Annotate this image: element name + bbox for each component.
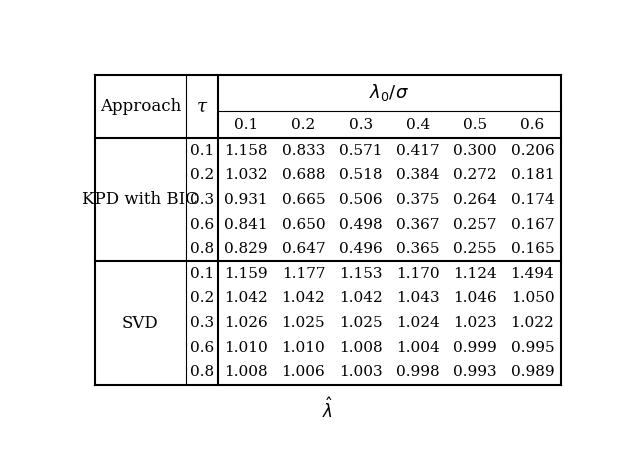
Text: $\lambda_0/\sigma$: $\lambda_0/\sigma$	[369, 82, 409, 103]
Text: 1.026: 1.026	[224, 316, 268, 330]
Text: 0.995: 0.995	[511, 341, 554, 355]
Text: 0.833: 0.833	[282, 144, 325, 158]
Text: 0.2: 0.2	[189, 168, 214, 183]
Text: 0.6: 0.6	[189, 341, 214, 355]
Text: KPD with BIC: KPD with BIC	[83, 192, 198, 209]
Text: 1.043: 1.043	[396, 291, 440, 306]
Text: 0.1: 0.1	[189, 144, 214, 158]
Text: τ: τ	[196, 98, 207, 116]
Text: 1.153: 1.153	[339, 267, 383, 281]
Text: 1.494: 1.494	[511, 267, 554, 281]
Text: 0.647: 0.647	[282, 242, 325, 256]
Text: 0.264: 0.264	[453, 193, 497, 207]
Text: 0.841: 0.841	[225, 218, 268, 232]
Text: 0.8: 0.8	[189, 242, 214, 256]
Text: 0.571: 0.571	[339, 144, 383, 158]
Text: SVD: SVD	[122, 315, 159, 332]
Text: 0.496: 0.496	[339, 242, 383, 256]
Text: 0.174: 0.174	[511, 193, 554, 207]
Text: 1.124: 1.124	[453, 267, 497, 281]
Text: 1.008: 1.008	[225, 365, 268, 379]
Text: 1.003: 1.003	[339, 365, 383, 379]
Text: 0.829: 0.829	[225, 242, 268, 256]
Text: 0.417: 0.417	[396, 144, 440, 158]
Text: 0.8: 0.8	[189, 365, 214, 379]
Text: 0.367: 0.367	[396, 218, 440, 232]
Text: 0.931: 0.931	[225, 193, 268, 207]
Text: 1.008: 1.008	[339, 341, 383, 355]
Text: 1.177: 1.177	[282, 267, 325, 281]
Text: Approach: Approach	[100, 98, 181, 115]
Text: 1.050: 1.050	[511, 291, 554, 306]
Text: 1.032: 1.032	[225, 168, 268, 183]
Text: 1.022: 1.022	[511, 316, 554, 330]
Text: 0.165: 0.165	[511, 242, 554, 256]
Text: 0.3: 0.3	[189, 316, 214, 330]
Text: 0.650: 0.650	[282, 218, 325, 232]
Text: 0.255: 0.255	[454, 242, 497, 256]
Text: 0.2: 0.2	[291, 117, 316, 131]
Text: 1.042: 1.042	[282, 291, 325, 306]
Text: 0.384: 0.384	[396, 168, 440, 183]
Text: 0.989: 0.989	[511, 365, 554, 379]
Text: 0.665: 0.665	[282, 193, 325, 207]
Text: 0.181: 0.181	[511, 168, 554, 183]
Text: 0.999: 0.999	[453, 341, 497, 355]
Text: 1.158: 1.158	[225, 144, 268, 158]
Text: 1.042: 1.042	[339, 291, 383, 306]
Text: 0.498: 0.498	[339, 218, 383, 232]
Text: 0.375: 0.375	[396, 193, 440, 207]
Text: 0.506: 0.506	[339, 193, 383, 207]
Text: 0.3: 0.3	[189, 193, 214, 207]
Text: 0.4: 0.4	[406, 117, 430, 131]
Text: 0.3: 0.3	[349, 117, 372, 131]
Text: 0.2: 0.2	[189, 291, 214, 306]
Text: 0.257: 0.257	[454, 218, 497, 232]
Text: 1.159: 1.159	[225, 267, 268, 281]
Text: 0.167: 0.167	[511, 218, 554, 232]
Text: 1.024: 1.024	[396, 316, 440, 330]
Text: 1.004: 1.004	[396, 341, 440, 355]
Text: 1.023: 1.023	[453, 316, 497, 330]
Text: 0.6: 0.6	[189, 218, 214, 232]
Text: 1.010: 1.010	[224, 341, 268, 355]
Text: 1.025: 1.025	[339, 316, 383, 330]
Text: 1.010: 1.010	[282, 341, 325, 355]
Text: $\hat{\lambda}$: $\hat{\lambda}$	[323, 398, 333, 422]
Text: 0.5: 0.5	[463, 117, 487, 131]
Text: 1.025: 1.025	[282, 316, 325, 330]
Text: 0.272: 0.272	[453, 168, 497, 183]
Text: 0.1: 0.1	[234, 117, 259, 131]
Text: 0.688: 0.688	[282, 168, 325, 183]
Text: 0.6: 0.6	[520, 117, 545, 131]
Text: 1.042: 1.042	[224, 291, 268, 306]
Text: 1.046: 1.046	[453, 291, 497, 306]
Text: 0.998: 0.998	[396, 365, 440, 379]
Text: 0.206: 0.206	[511, 144, 554, 158]
Text: 0.993: 0.993	[453, 365, 497, 379]
Text: 0.518: 0.518	[339, 168, 383, 183]
Text: 0.365: 0.365	[396, 242, 440, 256]
Text: 1.006: 1.006	[282, 365, 325, 379]
Text: 0.300: 0.300	[453, 144, 497, 158]
Text: 1.170: 1.170	[396, 267, 440, 281]
Text: 0.1: 0.1	[189, 267, 214, 281]
